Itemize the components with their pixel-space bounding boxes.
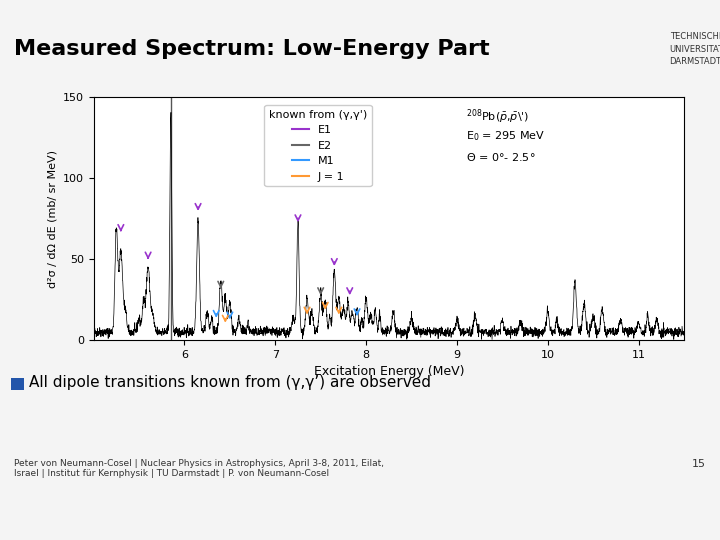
Text: $\Theta$ = 0°- 2.5°: $\Theta$ = 0°- 2.5°	[466, 151, 535, 163]
Text: Measured Spectrum: Low-Energy Part: Measured Spectrum: Low-Energy Part	[14, 39, 490, 59]
Text: $^{208}$Pb($\bar{p}$,$\bar{p}$\'): $^{208}$Pb($\bar{p}$,$\bar{p}$\')	[466, 107, 528, 125]
Text: Peter von Neumann-Cosel | Nuclear Physics in Astrophysics, April 3-8, 2011, Eila: Peter von Neumann-Cosel | Nuclear Physic…	[14, 459, 384, 478]
Legend: E1, E2, M1, J = 1: E1, E2, M1, J = 1	[264, 105, 372, 186]
Bar	[11, 378, 24, 390]
X-axis label: Excitation Energy (MeV): Excitation Energy (MeV)	[313, 366, 464, 379]
Text: E$_0$ = 295 MeV: E$_0$ = 295 MeV	[466, 129, 545, 143]
Y-axis label: d²σ / dΩ dE (mb/ sr MeV): d²σ / dΩ dE (mb/ sr MeV)	[48, 150, 58, 288]
Text: All dipole transitions known from (γ,γʼ) are observed: All dipole transitions known from (γ,γʼ)…	[29, 375, 431, 390]
Text: 15: 15	[692, 459, 706, 469]
Text: TECHNISCHE
UNIVERSITAT
DARMSTADT: TECHNISCHE UNIVERSITAT DARMSTADT	[670, 32, 720, 66]
